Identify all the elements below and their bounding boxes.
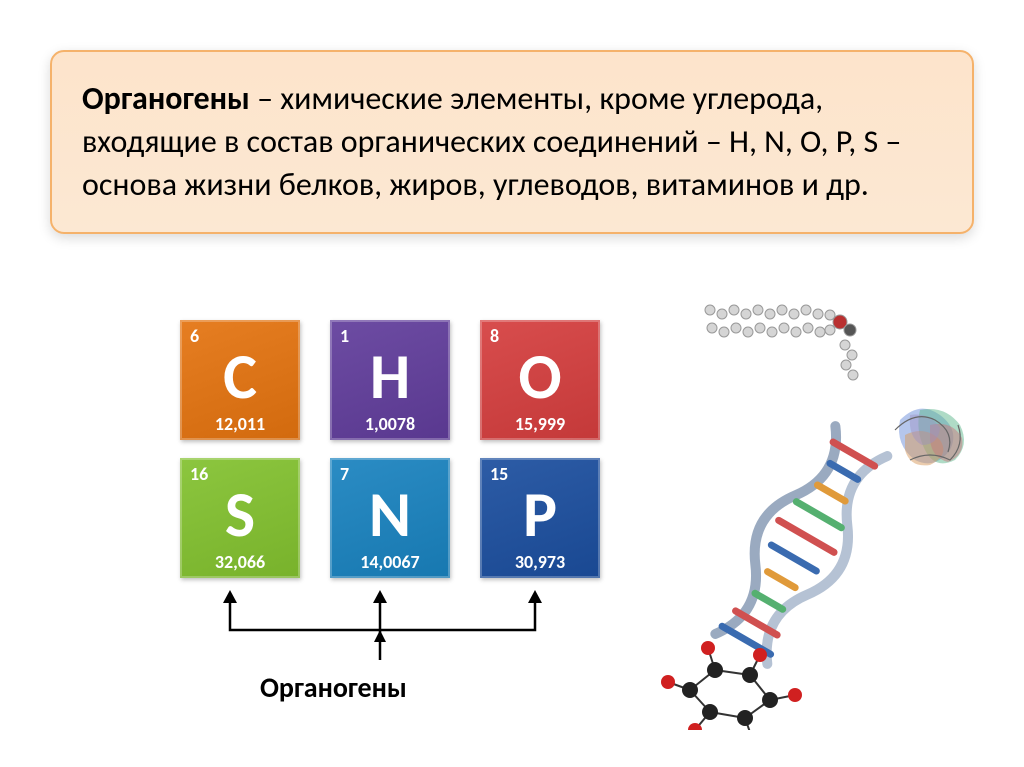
element-tile-s: 16 S 32,066 xyxy=(180,458,300,578)
element-tile-o: 8 O 15,999 xyxy=(480,320,600,440)
dna-molecule-icon xyxy=(702,419,900,672)
molecules-svg-icon xyxy=(650,300,1010,730)
atomic-mass: 30,973 xyxy=(480,551,600,573)
atomic-mass: 14,0067 xyxy=(330,551,450,573)
element-symbol: P xyxy=(480,476,600,554)
element-symbol: C xyxy=(180,338,300,416)
elements-grid: 6 C 12,011 1 H 1,0078 8 O 15,999 16 S 32… xyxy=(180,320,600,578)
definition-term: Органогены xyxy=(82,79,250,118)
element-tile-p: 15 P 30,973 xyxy=(480,458,600,578)
element-symbol: H xyxy=(330,338,450,416)
definition-box: Органогены – химические элементы, кроме … xyxy=(50,50,974,234)
protein-molecule-icon xyxy=(882,395,978,485)
lipid-molecule-icon xyxy=(705,305,858,380)
atomic-mass: 12,011 xyxy=(180,413,300,435)
connector-bracket-icon xyxy=(170,575,630,675)
atomic-mass: 15,999 xyxy=(480,413,600,435)
atomic-mass: 1,0078 xyxy=(330,413,450,435)
element-symbol: S xyxy=(180,476,300,554)
element-symbol: O xyxy=(480,338,600,416)
element-symbol: N xyxy=(330,476,450,554)
sugar-molecule-icon xyxy=(661,641,802,730)
molecules-area-icon xyxy=(650,300,1010,730)
atomic-mass: 32,066 xyxy=(180,551,300,573)
connector-label: Органогены xyxy=(260,670,407,705)
element-tile-c: 6 C 12,011 xyxy=(180,320,300,440)
element-tile-n: 7 N 14,0067 xyxy=(330,458,450,578)
element-tile-h: 1 H 1,0078 xyxy=(330,320,450,440)
definition-text: Органогены – химические элементы, кроме … xyxy=(82,77,942,207)
